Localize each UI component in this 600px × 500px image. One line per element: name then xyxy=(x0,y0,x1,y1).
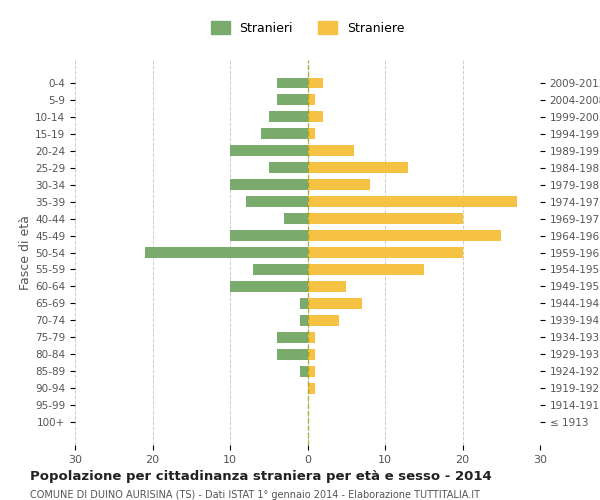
Bar xyxy=(308,214,463,224)
Bar xyxy=(308,196,517,206)
Bar xyxy=(308,350,315,360)
Bar xyxy=(308,282,346,292)
Bar xyxy=(277,332,308,342)
Legend: Stranieri, Straniere: Stranieri, Straniere xyxy=(206,16,409,40)
Bar xyxy=(245,196,308,206)
Bar xyxy=(308,78,323,88)
Bar xyxy=(308,112,323,122)
Bar xyxy=(284,214,308,224)
Bar xyxy=(277,78,308,88)
Bar xyxy=(230,282,308,292)
Bar xyxy=(253,264,308,274)
Text: COMUNE DI DUINO AURISINA (TS) - Dati ISTAT 1° gennaio 2014 - Elaborazione TUTTIT: COMUNE DI DUINO AURISINA (TS) - Dati IST… xyxy=(30,490,480,500)
Bar xyxy=(308,316,338,326)
Bar xyxy=(308,230,501,240)
Bar xyxy=(308,366,315,376)
Bar xyxy=(308,128,315,138)
Bar xyxy=(300,316,308,326)
Bar xyxy=(269,162,308,172)
Bar xyxy=(230,180,308,190)
Bar xyxy=(277,350,308,360)
Text: Popolazione per cittadinanza straniera per età e sesso - 2014: Popolazione per cittadinanza straniera p… xyxy=(30,470,492,483)
Bar xyxy=(277,94,308,104)
Bar xyxy=(261,128,308,138)
Bar xyxy=(308,94,315,104)
Bar xyxy=(308,332,315,342)
Bar xyxy=(308,180,370,190)
Bar xyxy=(145,248,308,258)
Bar xyxy=(308,146,354,156)
Bar xyxy=(308,298,362,308)
Bar xyxy=(308,248,463,258)
Bar xyxy=(230,146,308,156)
Bar xyxy=(269,112,308,122)
Bar xyxy=(300,298,308,308)
Bar xyxy=(308,264,424,274)
Bar xyxy=(308,162,408,172)
Bar xyxy=(308,384,315,394)
Bar xyxy=(230,230,308,240)
Bar xyxy=(300,366,308,376)
Y-axis label: Fasce di età: Fasce di età xyxy=(19,215,32,290)
